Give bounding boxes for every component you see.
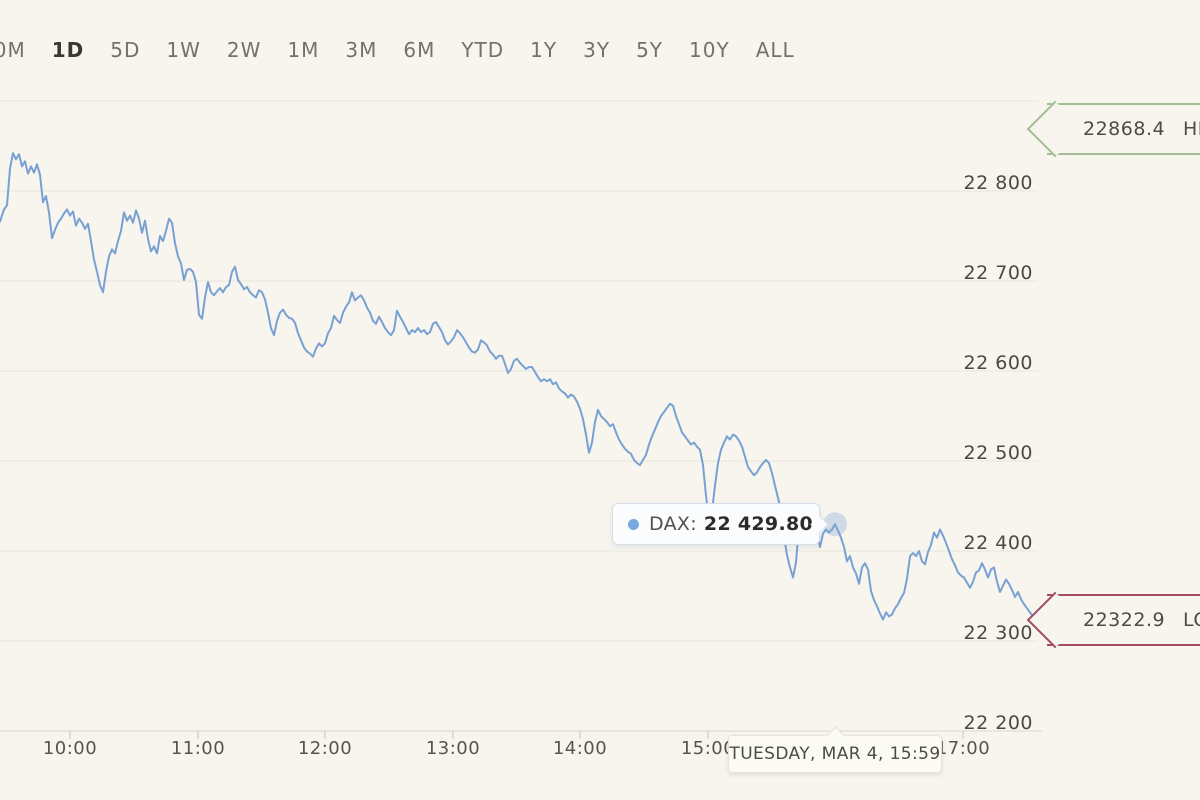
y-tick-label: 22 200 — [963, 712, 1033, 734]
tab-5y[interactable]: 5Y — [636, 38, 664, 62]
y-tick-label: 22 300 — [963, 622, 1033, 644]
date-tooltip-text: TUESDAY, MAR 4, 15:59 — [729, 744, 941, 764]
timeframe-tabs: 30M 1D 5D 1W 2W 1M 3M 6M YTD 1Y 3Y 5Y 10Y ALL — [0, 38, 795, 62]
price-tooltip: DAX: 22 429.80 — [612, 503, 820, 546]
tab-1d[interactable]: 1D — [51, 38, 85, 62]
tab-3y[interactable]: 3Y — [583, 38, 611, 62]
x-tick-label: 17:00 — [935, 738, 991, 759]
tab-2w[interactable]: 2W — [226, 38, 262, 62]
low-value: 22322.9 — [1083, 609, 1166, 632]
tab-1w[interactable]: 1W — [166, 38, 201, 62]
low-label: LOW — [1183, 609, 1200, 632]
high-value: 22868.4 — [1083, 118, 1166, 141]
tab-30m[interactable]: 30M — [0, 38, 26, 62]
tab-6m[interactable]: 6M — [403, 38, 436, 62]
y-tick-label: 22 700 — [963, 262, 1033, 284]
x-tick-label: 12:00 — [297, 738, 353, 759]
high-label: HIGH — [1183, 118, 1200, 141]
x-tick-label: 14:00 — [552, 738, 608, 759]
x-tick-label: 13:00 — [425, 738, 481, 759]
x-tick-label: 10:00 — [42, 738, 98, 759]
tab-10y[interactable]: 10Y — [689, 38, 730, 62]
series-dot-icon — [628, 518, 639, 530]
hovered-point-halo — [823, 512, 847, 537]
tooltip-series-label: DAX: — [649, 513, 697, 536]
tab-ytd[interactable]: YTD — [461, 38, 505, 62]
y-tick-label: 22 800 — [963, 172, 1033, 194]
low-badge: 22322.9 LOW — [1047, 594, 1200, 647]
y-tick-label: 22 600 — [963, 352, 1033, 374]
x-tick-label: 15:00 — [680, 738, 736, 759]
date-tooltip: TUESDAY, MAR 4, 15:59 — [728, 735, 942, 773]
tab-1y[interactable]: 1Y — [530, 38, 558, 62]
tab-3m[interactable]: 3M — [345, 38, 378, 62]
high-badge: 22868.4 HIGH — [1047, 103, 1200, 156]
tooltip-price-value: 22 429.80 — [703, 513, 813, 536]
tab-5d[interactable]: 5D — [110, 38, 141, 62]
price-line-series — [0, 152, 1034, 621]
x-tick-label: 11:00 — [170, 738, 226, 759]
y-tick-label: 22 400 — [963, 532, 1033, 554]
tab-all[interactable]: ALL — [755, 38, 795, 62]
tab-1m[interactable]: 1M — [287, 38, 320, 62]
y-tick-label: 22 500 — [963, 442, 1033, 464]
